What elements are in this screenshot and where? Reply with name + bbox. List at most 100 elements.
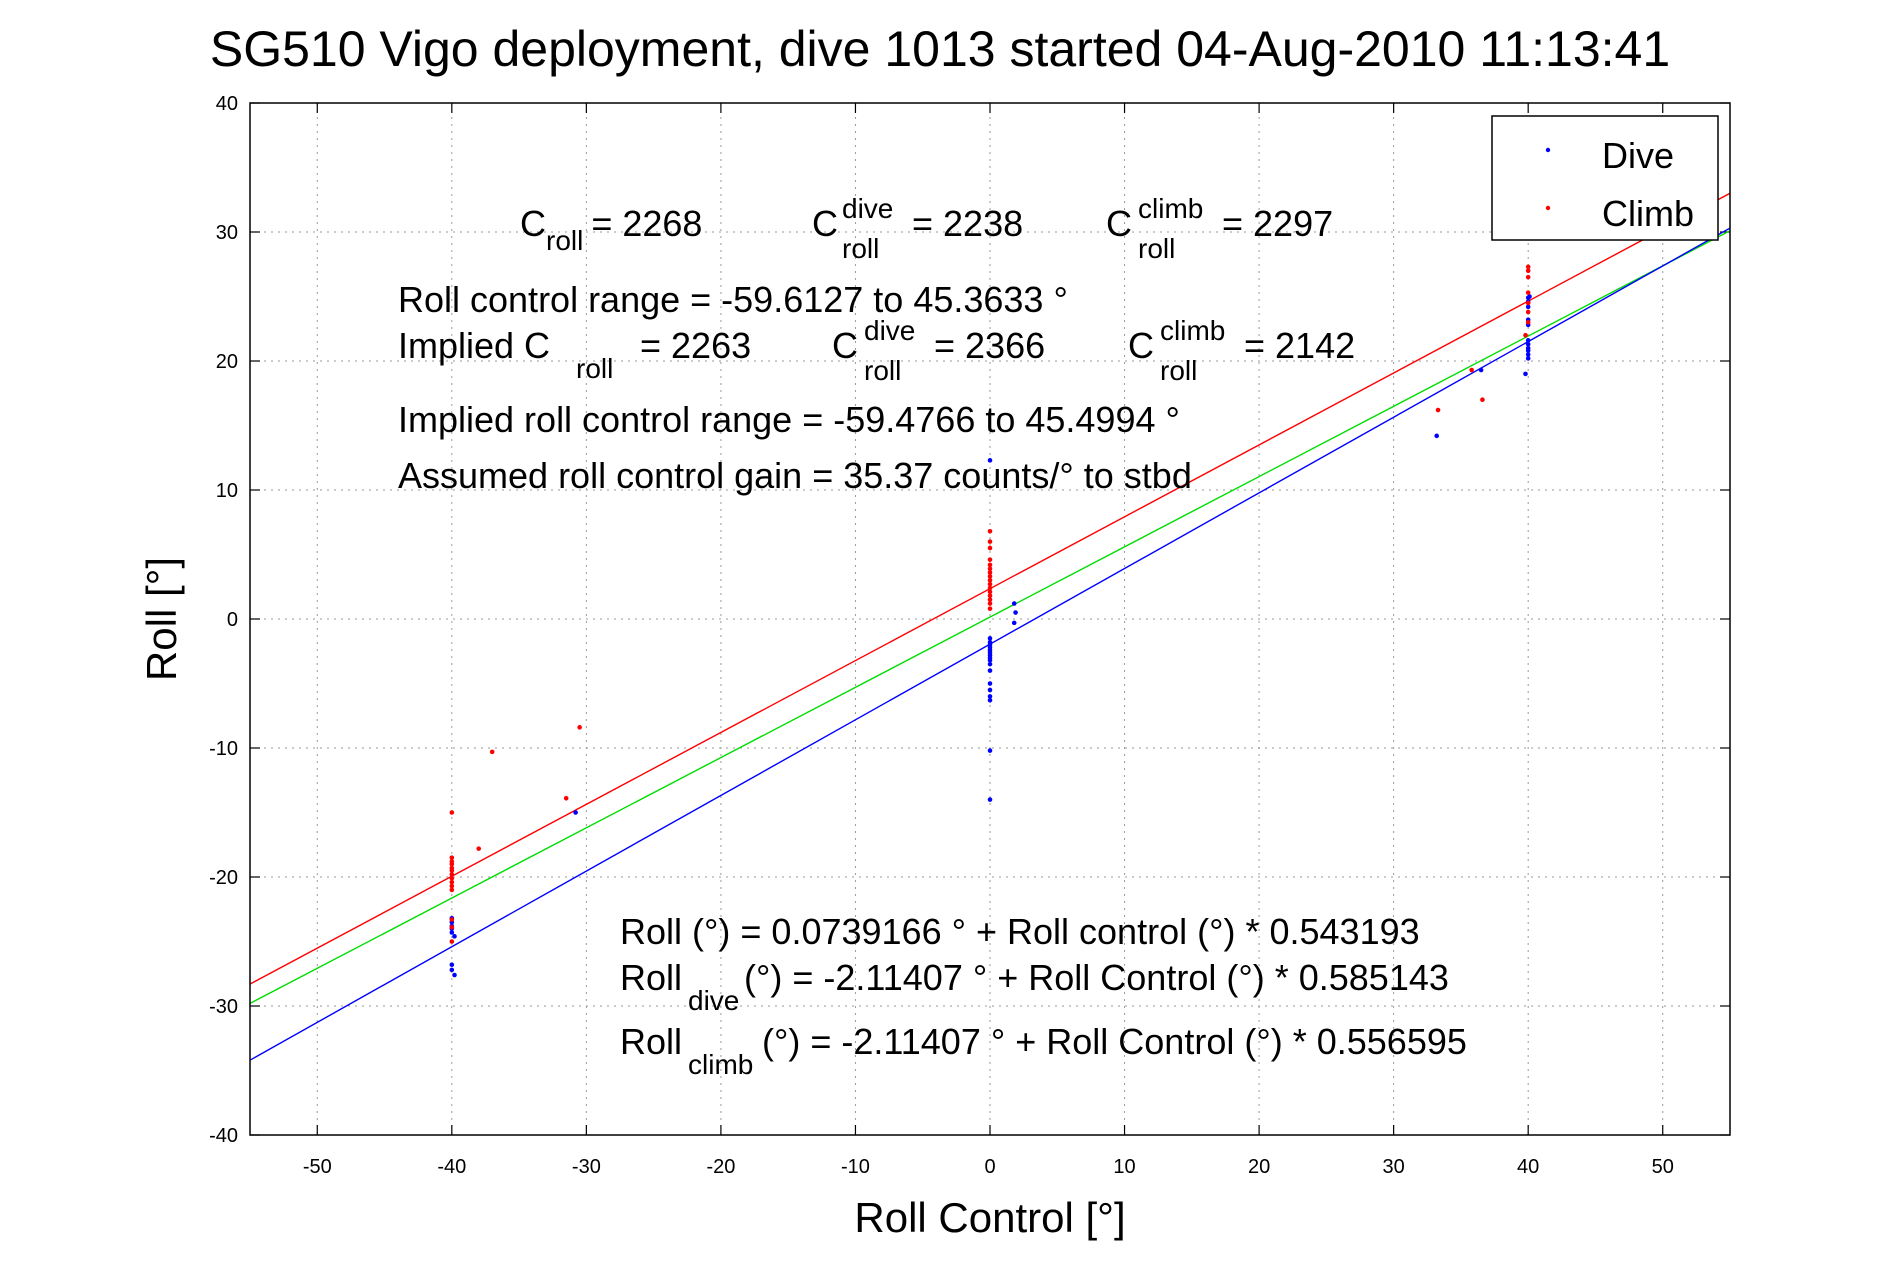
x-tick-label: -20	[706, 1156, 735, 1178]
data-point	[987, 593, 993, 599]
y-tick-label: 30	[216, 222, 238, 244]
grid-layer	[250, 103, 1730, 1135]
implied-climb-sub: roll	[1160, 355, 1197, 386]
data-point	[1013, 610, 1018, 615]
series-climb	[449, 264, 1531, 944]
x-tick-label: 10	[1113, 1156, 1135, 1178]
implied-dive-letter: C	[832, 325, 858, 366]
implied-c-annotation: Implied C roll = 2263	[398, 325, 751, 384]
fit-climb-sub: climb	[688, 1049, 753, 1080]
y-tick-label: -10	[209, 738, 238, 760]
c-climb-letter: C	[1106, 203, 1132, 244]
data-point	[449, 861, 455, 867]
data-point	[1525, 300, 1531, 306]
data-point	[452, 934, 457, 939]
data-point	[1523, 371, 1528, 377]
y-tick-label: 20	[216, 351, 238, 373]
chart-title: SG510 Vigo deployment, dive 1013 started…	[210, 21, 1670, 77]
c-dive-sup: dive	[842, 193, 893, 224]
data-point	[1011, 620, 1017, 626]
data-point	[449, 962, 455, 968]
data-point	[987, 697, 993, 703]
data-point	[1011, 601, 1017, 606]
data-point	[987, 606, 993, 611]
data-point	[987, 539, 993, 544]
data-point	[449, 925, 455, 930]
implied-dive-sup: dive	[864, 315, 915, 346]
data-point	[987, 657, 993, 663]
data-point	[1525, 304, 1531, 310]
c-dive-value: = 2238	[912, 203, 1023, 244]
legend-climb-marker	[1545, 205, 1551, 211]
c-roll-annotation: Croll = 2268	[520, 203, 702, 256]
x-tick-label: -40	[437, 1156, 466, 1178]
x-tick-label: 0	[984, 1156, 995, 1178]
data-points	[449, 264, 1532, 978]
data-point	[1525, 320, 1531, 325]
data-point	[987, 574, 993, 579]
data-point	[1525, 352, 1531, 357]
implied-climb-value: = 2142	[1244, 325, 1355, 366]
implied-dive-annotation: C dive roll = 2366	[832, 315, 1045, 386]
data-point	[449, 810, 455, 815]
implied-dive-value: = 2366	[934, 325, 1045, 366]
legend-climb-label: Climb	[1602, 193, 1694, 234]
data-point	[573, 810, 578, 815]
y-tick-label: -20	[209, 867, 238, 889]
fit-line	[250, 230, 1730, 1005]
implied-climb-sup: climb	[1160, 315, 1225, 346]
data-point	[987, 668, 993, 673]
data-point	[476, 846, 482, 851]
c-climb-annotation: C climb roll = 2297	[1106, 193, 1333, 264]
data-point	[1525, 345, 1531, 351]
data-point	[987, 557, 993, 562]
data-point	[1525, 356, 1531, 361]
data-point	[449, 872, 455, 877]
data-point	[987, 566, 993, 571]
svg-text:Croll= 2268: Croll = 2268	[520, 203, 702, 256]
y-tick-labels: -40 -30 -20 -10 0 10 20 30 40	[209, 93, 238, 1147]
y-tick-label: -40	[209, 1125, 238, 1147]
data-point	[449, 883, 455, 889]
y-tick-label: 0	[227, 609, 238, 631]
x-tick-label: -30	[572, 1156, 601, 1178]
data-point	[577, 725, 582, 730]
c-climb-sub: roll	[1138, 233, 1175, 264]
data-point	[987, 528, 993, 534]
fit-equation: Roll (°) = 0.0739166 ° + Roll control (°…	[620, 911, 1420, 952]
data-point	[449, 868, 455, 873]
data-point	[987, 601, 993, 606]
c-dive-letter: C	[812, 203, 838, 244]
data-point	[987, 661, 993, 667]
data-point	[987, 694, 993, 699]
fit-climb-equation: Roll climb (°) = -2.11407 ° + Roll Contr…	[620, 1021, 1467, 1080]
data-point	[987, 748, 993, 753]
data-point	[1527, 294, 1532, 299]
y-tick-label: -30	[209, 996, 238, 1018]
fit-climb-rest: (°) = -2.11407 ° + Roll Control (°) * 0.…	[762, 1021, 1467, 1062]
data-point	[449, 967, 455, 973]
data-point	[1525, 338, 1531, 343]
data-point	[449, 875, 455, 881]
data-point	[449, 879, 455, 885]
data-point	[1523, 332, 1528, 338]
implied-roll-control-range: Implied roll control range = -59.4766 to…	[398, 399, 1180, 440]
data-point	[987, 458, 993, 463]
data-point	[1525, 274, 1531, 280]
fit-climb-label: Roll	[620, 1021, 682, 1062]
c-roll-value: = 2268	[591, 203, 702, 244]
y-axis-label: Roll [°]	[138, 557, 185, 681]
fit-dive-label: Roll	[620, 957, 682, 998]
data-point	[449, 855, 455, 860]
data-point	[1434, 433, 1439, 439]
data-point	[449, 939, 455, 944]
y-tick-label: 10	[216, 480, 238, 502]
data-point	[987, 597, 993, 602]
c-dive-annotation: C dive roll = 2238	[812, 193, 1023, 264]
data-point	[449, 887, 455, 893]
data-point	[987, 687, 993, 693]
legend: Dive Climb	[1491, 115, 1719, 241]
data-point	[1480, 397, 1485, 403]
data-point	[987, 581, 993, 587]
